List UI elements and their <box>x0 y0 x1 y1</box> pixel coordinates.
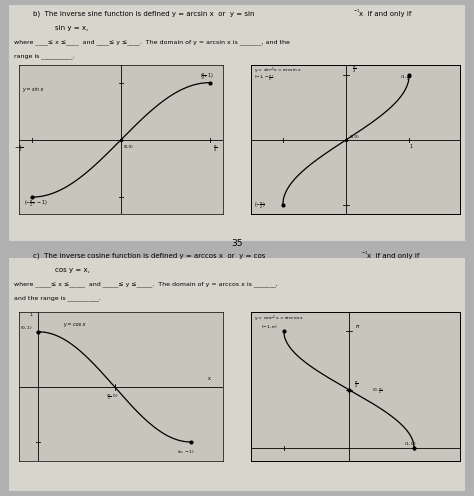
Text: and the range is __________.: and the range is __________. <box>14 295 101 301</box>
Text: $(\frac{\pi}{2},1)$: $(\frac{\pi}{2},1)$ <box>200 71 214 82</box>
Text: y = sin x: y = sin x <box>22 87 43 92</box>
Text: (0,0): (0,0) <box>124 145 134 149</box>
Text: $^{-1}$: $^{-1}$ <box>353 9 361 14</box>
Text: $1$: $1$ <box>409 142 414 150</box>
Text: (0,0): (0,0) <box>349 135 359 139</box>
Text: $\frac{\pi}{2}$: $\frac{\pi}{2}$ <box>213 143 217 154</box>
Text: $(0,1)$: $(0,1)$ <box>20 324 33 331</box>
Text: $\frac{\pi}{2}$: $\frac{\pi}{2}$ <box>352 65 357 75</box>
Text: x  if and only if: x if and only if <box>359 11 411 17</box>
Text: -1: -1 <box>30 313 34 317</box>
Text: x  if and only if: x if and only if <box>367 253 419 259</box>
Text: cos y = x,: cos y = x, <box>55 267 90 273</box>
Text: c)  The inverse cosine function is defined y = arccos x  or  y = cos: c) The inverse cosine function is define… <box>33 253 265 259</box>
Text: b)  The inverse sine function is defined y = arcsin x  or  y = sin: b) The inverse sine function is defined … <box>33 11 255 17</box>
Text: $(-\frac{\pi}{2})$: $(-\frac{\pi}{2})$ <box>255 200 266 211</box>
Text: $(1,\frac{\pi}{2})$: $(1,\frac{\pi}{2})$ <box>400 73 412 83</box>
Text: 35: 35 <box>231 239 243 248</box>
Text: $(0,\frac{\pi}{2})$: $(0,\frac{\pi}{2})$ <box>372 386 384 396</box>
Text: $\frac{\pi}{2}$: $\frac{\pi}{2}$ <box>354 380 358 390</box>
Text: y = cos$^{-1}$x = arccos x: y = cos$^{-1}$x = arccos x <box>255 313 305 324</box>
Text: $(-1,\pi)$: $(-1,\pi)$ <box>261 323 277 330</box>
Text: range is __________.: range is __________. <box>14 53 75 59</box>
Text: $(\pi,-1)$: $(\pi,-1)$ <box>177 448 195 455</box>
Text: $(\frac{\pi}{2},0)$: $(\frac{\pi}{2},0)$ <box>106 393 118 403</box>
Text: where _____≤ x ≤_____  and _____≤ y ≤_____.  The domain of y = arccos x is _____: where _____≤ x ≤_____ and _____≤ y ≤____… <box>14 282 278 287</box>
Bar <box>9 258 465 491</box>
Text: $(-\frac{\pi}{2},-1)$: $(-\frac{\pi}{2},-1)$ <box>24 199 48 209</box>
Text: where ____≤ x ≤____  and ____≤ y ≤____.  The domain of y = arcsin x is _______, : where ____≤ x ≤____ and ____≤ y ≤____. T… <box>14 40 290 45</box>
Text: x: x <box>208 376 211 381</box>
Text: y = cos x: y = cos x <box>63 322 85 327</box>
Text: $\pi$: $\pi$ <box>356 323 361 330</box>
Text: $(-1,-\frac{\pi}{2})$: $(-1,-\frac{\pi}{2})$ <box>255 73 275 83</box>
Text: sin y = x,: sin y = x, <box>55 25 88 31</box>
Text: $-\frac{\pi}{2}$: $-\frac{\pi}{2}$ <box>14 143 23 154</box>
Text: $^{-1}$: $^{-1}$ <box>361 251 369 256</box>
Text: $(1,0)$: $(1,0)$ <box>404 440 417 447</box>
Bar <box>9 5 465 241</box>
Text: y = sin$^{-1}$x = arcsin x: y = sin$^{-1}$x = arcsin x <box>255 65 302 75</box>
